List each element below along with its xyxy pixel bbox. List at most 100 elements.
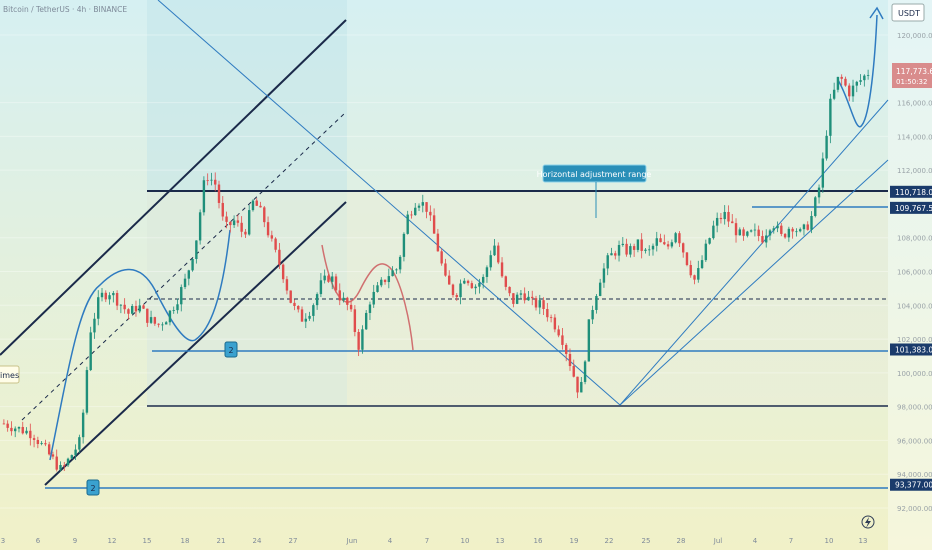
- price-axis-background: [888, 0, 932, 550]
- candle: [753, 223, 757, 237]
- candle: [104, 290, 107, 303]
- current-price-value: 117,773.62: [896, 67, 932, 76]
- candle: [610, 247, 613, 256]
- candle: [542, 297, 545, 316]
- candle: [478, 278, 481, 294]
- candle: [187, 269, 191, 286]
- candle: [191, 258, 194, 272]
- candle: [300, 306, 304, 322]
- x-tick-label: 24: [253, 537, 262, 545]
- candle: [485, 265, 489, 283]
- candle: [285, 276, 289, 295]
- candle: [761, 230, 764, 244]
- candle: [474, 284, 477, 295]
- candle: [836, 76, 840, 93]
- candle: [342, 292, 345, 303]
- candle: [398, 255, 402, 274]
- channel-lower-line: [44, 201, 347, 486]
- candle: [602, 263, 606, 288]
- candle: [40, 441, 43, 446]
- candle: [504, 275, 508, 291]
- candle: [738, 227, 741, 236]
- candle: [353, 305, 357, 337]
- candle: [825, 130, 828, 161]
- candle: [519, 290, 523, 299]
- x-tick-label: 19: [570, 537, 579, 545]
- x-tick-label: 15: [143, 537, 152, 545]
- candle: [561, 327, 564, 350]
- marker-2-mid-text: 2: [228, 346, 233, 355]
- candle: [451, 283, 455, 298]
- candle: [840, 74, 843, 86]
- candle: [331, 271, 334, 290]
- y-tick-label: 98,000.00: [897, 404, 932, 412]
- marker-2-mid[interactable]: 2: [224, 341, 238, 358]
- candle: [315, 292, 319, 310]
- x-tick-label: 7: [425, 537, 429, 545]
- candle: [776, 221, 779, 233]
- candle: [576, 376, 579, 399]
- marker-2-low[interactable]: 2: [86, 479, 100, 496]
- candle: [417, 203, 421, 212]
- candle: [689, 260, 692, 278]
- price-level-tag: 109,767.59: [890, 201, 932, 214]
- candle: [63, 461, 66, 472]
- candle: [866, 69, 870, 80]
- candle: [221, 196, 224, 221]
- candle: [500, 257, 504, 278]
- candle: [459, 279, 462, 305]
- candle: [538, 294, 541, 315]
- lightning-icon[interactable]: [861, 515, 875, 529]
- candle: [319, 273, 323, 297]
- candle: [497, 242, 500, 265]
- candle: [765, 229, 768, 248]
- candle: [402, 232, 406, 262]
- candle: [395, 268, 398, 274]
- candle: [368, 301, 372, 320]
- candle: [391, 266, 394, 277]
- candle: [829, 93, 832, 144]
- candle: [93, 312, 96, 339]
- candle: [659, 233, 662, 243]
- candle: [338, 283, 341, 306]
- candle: [293, 299, 296, 311]
- candle: [512, 293, 515, 308]
- candle: [674, 231, 677, 244]
- candle: [621, 237, 625, 247]
- candle: [127, 308, 130, 320]
- candle: [644, 248, 647, 254]
- marker-2-low-text: 2: [90, 484, 95, 493]
- candle: [798, 227, 802, 233]
- candle: [47, 441, 51, 456]
- candle: [591, 305, 594, 324]
- y-tick-label: 114,000.00: [897, 133, 932, 141]
- candle: [719, 212, 723, 224]
- x-tick-label: 13: [859, 537, 868, 545]
- candle: [138, 298, 141, 314]
- currency-text: USDT: [898, 9, 920, 18]
- left-annotation: imes: [0, 365, 20, 384]
- y-tick-label: 116,000.00: [897, 100, 932, 108]
- candle: [700, 255, 704, 270]
- currency-label[interactable]: USDT: [891, 3, 925, 22]
- candle: [263, 205, 266, 228]
- x-tick-label: Jun: [346, 537, 358, 545]
- current-price-tag: 117,773.62 01:50:32: [892, 63, 932, 88]
- candlestick-series: [2, 69, 870, 472]
- candle: [198, 209, 202, 245]
- candle: [493, 239, 496, 256]
- x-tick-label: 28: [677, 537, 686, 545]
- candle: [749, 229, 753, 233]
- x-tick-label: 13: [496, 537, 505, 545]
- candle: [387, 268, 391, 289]
- y-tick-label: 104,000.00: [897, 302, 932, 310]
- candle: [66, 457, 70, 467]
- candle: [180, 284, 183, 312]
- x-tick-label: 16: [534, 537, 543, 545]
- candle: [795, 228, 798, 237]
- candle: [617, 240, 621, 262]
- candle: [183, 273, 187, 290]
- candle: [421, 194, 424, 213]
- candle: [489, 250, 492, 271]
